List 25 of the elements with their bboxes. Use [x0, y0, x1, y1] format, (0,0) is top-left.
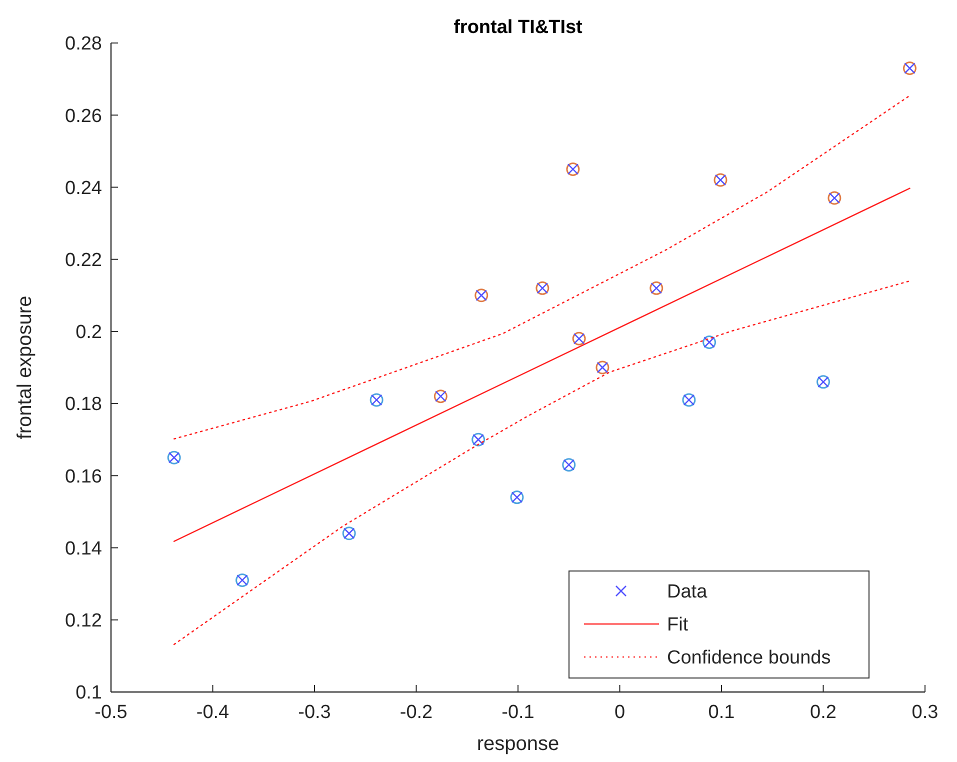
legend-label: Confidence bounds: [667, 648, 831, 669]
y-tick-label: 0.2: [76, 322, 102, 344]
y-tick-label: 0.14: [65, 538, 102, 560]
x-tick-label: -0.3: [298, 702, 331, 723]
x-tick-label: -0.4: [196, 702, 230, 723]
y-tick-label: 0.26: [65, 106, 102, 127]
x-tick-label: -0.1: [502, 702, 534, 723]
y-tick-label: 0.22: [65, 250, 102, 271]
x-tick-label: 0: [614, 702, 626, 723]
y-tick-label: 0.1: [76, 682, 102, 704]
x-axis-title: response: [476, 733, 560, 755]
legend-label: Data: [667, 582, 708, 603]
legend-label: Fit: [667, 614, 689, 636]
y-tick-label: 0.12: [65, 610, 102, 632]
y-tick-label: 0.16: [65, 466, 102, 488]
x-tick-label: -0.2: [400, 702, 433, 723]
y-tick-label: 0.24: [65, 178, 102, 199]
y-tick-label: 0.18: [65, 394, 102, 416]
x-tick-label: 0.1: [708, 702, 735, 723]
x-tick-label: 0.2: [810, 702, 836, 723]
y-axis-title: frontal exposure: [14, 296, 36, 440]
chart-title: frontal TI&TIst: [454, 17, 584, 38]
x-tick-label: -0.5: [94, 702, 128, 723]
x-tick-label: 0.3: [912, 702, 938, 723]
y-tick-label: 0.28: [65, 34, 102, 55]
